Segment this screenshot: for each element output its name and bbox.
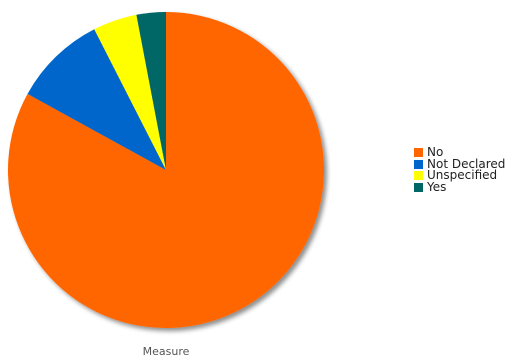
chart-legend: No Not Declared Unspecified Yes: [414, 145, 506, 194]
legend-swatch: [414, 171, 423, 181]
legend-swatch: [414, 148, 423, 158]
measure-axis-label: Measure: [142, 345, 190, 358]
pie-slices: [7, 12, 324, 329]
pie-slice-no[interactable]: [7, 12, 324, 329]
legend-swatch: [414, 182, 423, 192]
legend-label: Yes: [427, 179, 447, 194]
pie-slice-unspecified[interactable]: [94, 14, 166, 170]
pie-slice-yes[interactable]: [136, 12, 166, 170]
legend-label: Unspecified: [427, 168, 498, 182]
legend-item-not-declared[interactable]: Not Declared: [414, 156, 506, 171]
legend-item-no[interactable]: No: [414, 145, 505, 159]
legend-swatch: [414, 159, 423, 169]
legend-label: Not Declared: [427, 156, 506, 171]
legend-item-unspecified[interactable]: Unspecified: [414, 168, 505, 182]
pie-slice-not-declared[interactable]: [27, 29, 166, 170]
legend-label: No: [427, 145, 444, 159]
legend-item-yes[interactable]: Yes: [414, 179, 505, 194]
